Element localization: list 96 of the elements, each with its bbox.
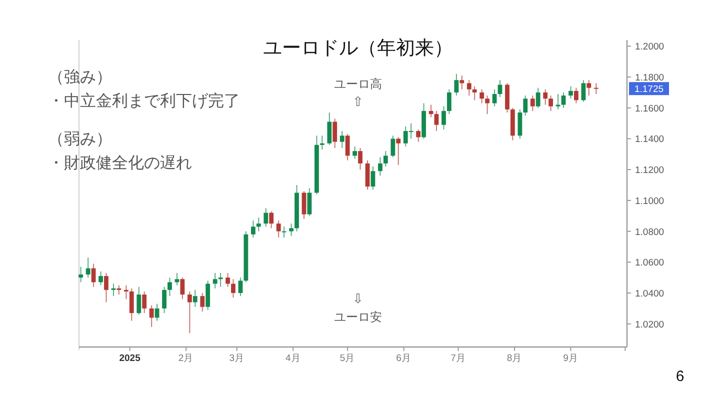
candlestick: [396, 136, 401, 166]
y-tick-label: 1.0200: [635, 319, 664, 330]
candlestick: [302, 190, 306, 220]
annotation: （弱み）: [48, 131, 112, 148]
candlestick: [442, 106, 446, 130]
candlestick: [466, 80, 472, 96]
text: 6: [676, 368, 684, 385]
y-tick-label: 1.1200: [635, 165, 664, 176]
annotation: 1.1725: [634, 84, 664, 96]
candlestick: [238, 277, 243, 297]
candlestick: [256, 216, 261, 232]
candlestick: [472, 86, 477, 101]
x-tick-label: 5月: [340, 353, 356, 364]
candlestick: [187, 290, 192, 334]
candlestick: [390, 135, 396, 158]
candlestick: [568, 86, 573, 100]
x-tick-label: 9月: [563, 353, 578, 364]
y-tick-label: 1.1000: [635, 196, 664, 207]
x-tick-label: 2月: [178, 353, 194, 364]
candlestick: [548, 95, 553, 112]
candlestick: [365, 160, 370, 190]
candlestick: [200, 292, 205, 312]
candlestick: [180, 277, 185, 300]
candlestick: [340, 130, 344, 148]
annotation: ・中立金利まで利下げ完了: [48, 92, 240, 110]
candlestick: [269, 210, 274, 229]
candlestick: [454, 73, 459, 96]
candlestick: [320, 135, 324, 150]
candlestick: [168, 277, 172, 297]
candlestick: [358, 147, 362, 170]
candlestick: [574, 87, 578, 104]
candlestick: [206, 280, 210, 310]
candlestick: [78, 266, 84, 283]
y-tick-label: 1.2000: [635, 42, 664, 53]
y-tick-label: 1.0600: [635, 258, 664, 269]
x-tick-label: 3月: [229, 353, 245, 364]
annotation: ユーロ安: [334, 310, 382, 324]
candlestick: [561, 92, 566, 108]
candlestick: [98, 270, 103, 286]
candlestick: [378, 156, 382, 176]
candlestick: [162, 286, 166, 314]
candlestick: [251, 220, 256, 238]
candlestick: [383, 150, 388, 168]
candlestick: [530, 95, 535, 112]
candlestick: [129, 288, 134, 322]
candlestick: [498, 80, 502, 98]
candlestick: [480, 88, 484, 104]
candlestick: [86, 257, 90, 278]
candlestick: [142, 290, 147, 314]
candlestick: [136, 286, 142, 316]
y-tick-label: 1.1600: [635, 103, 664, 114]
candlestick: [594, 82, 598, 94]
candlestick: [327, 112, 332, 146]
candlestick: [276, 220, 281, 238]
candlestick: [536, 87, 540, 108]
x-tick-label: 4月: [285, 353, 301, 364]
candlestick: [460, 74, 464, 90]
candlestick: [485, 95, 490, 115]
candlestick: [518, 108, 522, 140]
x-tick-label: 8月: [506, 353, 522, 364]
candlestick: [104, 272, 108, 303]
candlestick: [116, 284, 122, 296]
annotation: ・財政健全化の遅れ: [48, 155, 192, 172]
candlestick: [523, 95, 528, 116]
annotation: ⇩: [352, 291, 364, 306]
candlestick: [352, 146, 358, 160]
annotation: （強み）: [48, 68, 112, 86]
candlestick: [586, 80, 592, 96]
candlestick: [192, 289, 198, 308]
candlestick: [370, 166, 376, 190]
candlestick: [416, 128, 421, 142]
candlestick: [434, 110, 439, 132]
candlestick: [212, 272, 218, 289]
candlestick: [124, 284, 128, 300]
candlestick: [226, 272, 230, 288]
candlestick: [446, 88, 452, 115]
chart-title: ユーロドル（年初来）: [263, 37, 453, 59]
y-tick-label: 1.0800: [635, 226, 664, 238]
candlestick: [543, 88, 548, 106]
x-tick-label: 6月: [396, 353, 412, 364]
candlestick: [581, 80, 586, 102]
candlestick: [231, 278, 236, 298]
y-tick-label: 1.1800: [635, 72, 664, 84]
candlestick: [289, 223, 294, 236]
candlestick: [492, 88, 497, 107]
candlestick: [307, 188, 312, 216]
x-tick-label: 2025: [119, 353, 142, 364]
y-tick-label: 1.1400: [635, 134, 664, 146]
x-tick-label: 7月: [450, 353, 466, 364]
y-tick-label: 1.0400: [635, 288, 664, 300]
annotation: ユーロ高: [334, 77, 382, 91]
candlestick: [264, 208, 268, 228]
candlestick: [345, 134, 350, 161]
candlestick: [332, 118, 338, 148]
candlestick: [149, 304, 154, 328]
annotation: ⇧: [352, 94, 364, 109]
